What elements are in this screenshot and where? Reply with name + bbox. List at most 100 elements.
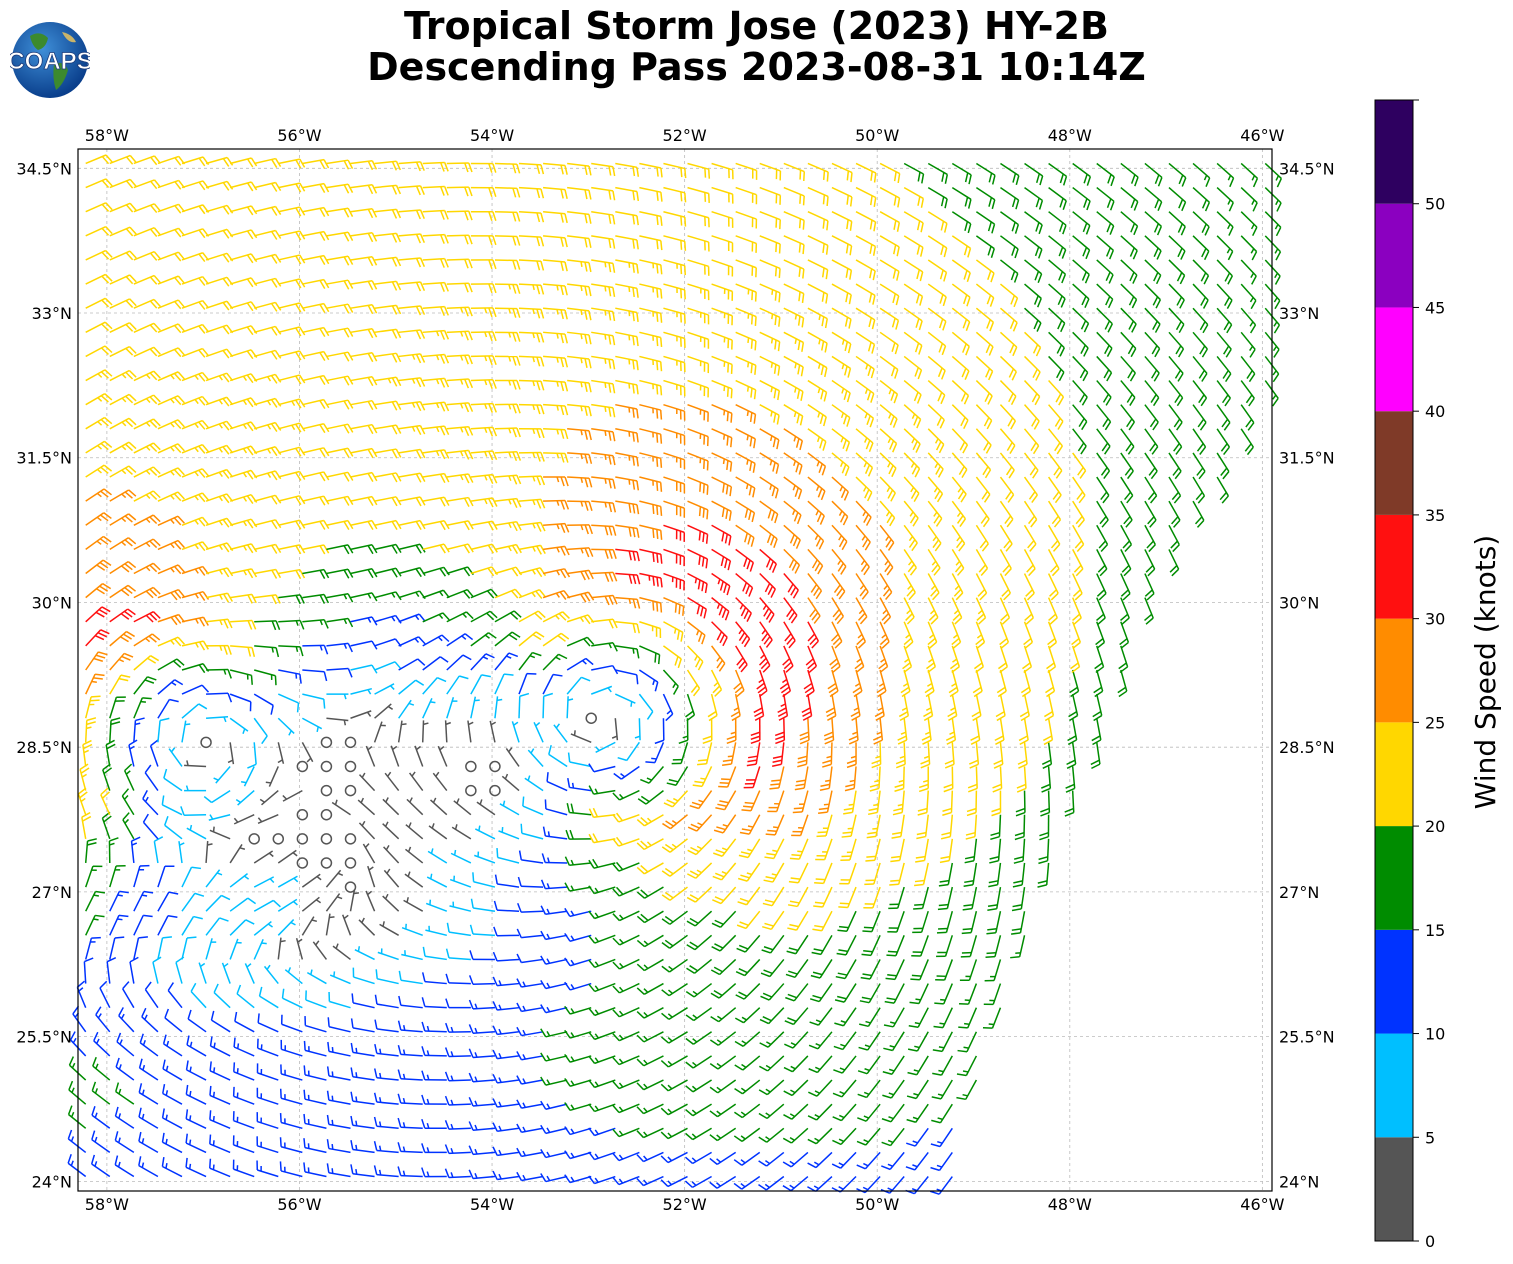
barb-half-feather bbox=[646, 777, 653, 781]
barb-staff bbox=[205, 917, 221, 936]
barb-feather bbox=[102, 582, 112, 590]
barb-half-feather bbox=[243, 570, 248, 576]
wind-barb bbox=[937, 886, 954, 911]
barb-feather bbox=[1120, 641, 1129, 649]
barb-half-feather bbox=[747, 825, 754, 828]
barb-feather bbox=[161, 1108, 165, 1119]
barb-feather bbox=[966, 811, 977, 817]
wind-barb bbox=[1023, 500, 1038, 528]
barb-feather bbox=[233, 1062, 236, 1072]
barb-feather bbox=[439, 656, 449, 663]
barb-feather bbox=[540, 879, 546, 889]
wind-barb bbox=[350, 568, 378, 579]
barb-half-feather bbox=[259, 798, 265, 803]
wind-barb bbox=[636, 814, 664, 827]
barb-feather bbox=[784, 633, 792, 642]
wind-barb bbox=[999, 549, 1012, 577]
barb-feather bbox=[899, 715, 909, 722]
barb-feather bbox=[511, 567, 519, 577]
wind-barb bbox=[975, 573, 988, 601]
barb-feather bbox=[814, 901, 825, 905]
wind-barb bbox=[662, 814, 688, 830]
barb-feather bbox=[161, 1132, 165, 1143]
wind-barb bbox=[229, 543, 258, 554]
barb-feather bbox=[295, 496, 302, 506]
barb-feather bbox=[92, 1056, 97, 1067]
barb-feather bbox=[439, 521, 446, 531]
barb-staff bbox=[236, 993, 255, 1009]
barb-half-feather bbox=[355, 1120, 358, 1126]
barb-half-feather bbox=[651, 757, 657, 760]
barb-feather bbox=[894, 783, 904, 788]
wind-barb bbox=[888, 886, 905, 910]
barb-feather bbox=[770, 536, 775, 546]
barb-feather bbox=[1147, 568, 1156, 577]
wind-barb bbox=[518, 610, 546, 623]
barb-half-feather bbox=[671, 820, 678, 825]
barb-feather bbox=[640, 795, 650, 803]
barb-feather bbox=[758, 1112, 768, 1120]
wind-barb bbox=[1119, 621, 1130, 649]
barb-half-feather bbox=[862, 486, 867, 492]
barb-half-feather bbox=[522, 1005, 527, 1012]
barb-feather bbox=[811, 640, 819, 649]
barb-feather bbox=[708, 714, 718, 722]
wind-barb bbox=[591, 524, 617, 536]
barb-feather bbox=[588, 547, 594, 557]
barb-half-feather bbox=[667, 1156, 673, 1162]
wind-barb bbox=[903, 621, 914, 649]
barb-half-feather bbox=[792, 485, 796, 491]
barb-staff bbox=[422, 677, 438, 695]
barb-feather bbox=[863, 566, 870, 576]
barb-feather bbox=[758, 690, 768, 698]
barb-feather bbox=[897, 739, 908, 745]
barb-feather bbox=[1078, 494, 1086, 504]
barb-feather bbox=[101, 791, 110, 799]
barb-half-feather bbox=[580, 501, 584, 507]
wind-barb bbox=[989, 838, 1002, 864]
wind-barb bbox=[812, 910, 833, 932]
wind-barb bbox=[426, 873, 448, 888]
barb-feather bbox=[690, 823, 700, 829]
barb-half-feather bbox=[343, 618, 348, 625]
barb-half-feather bbox=[426, 1122, 430, 1129]
barb-feather bbox=[830, 662, 839, 670]
barb-feather bbox=[1194, 516, 1203, 525]
barb-staff bbox=[374, 661, 396, 671]
wind-barb bbox=[256, 1112, 279, 1130]
barb-feather bbox=[764, 856, 774, 860]
barb-feather bbox=[636, 987, 645, 995]
wind-barb bbox=[878, 645, 889, 674]
barb-feather bbox=[864, 541, 871, 551]
barb-feather bbox=[120, 636, 129, 643]
wind-barb bbox=[612, 934, 640, 946]
barb-feather bbox=[439, 473, 446, 484]
wind-barb bbox=[959, 983, 978, 1005]
barb-feather bbox=[668, 778, 679, 783]
wind-barb bbox=[895, 742, 906, 769]
barb-feather bbox=[1070, 690, 1079, 698]
barb-feather bbox=[890, 859, 900, 863]
barb-feather bbox=[612, 572, 618, 582]
wind-barb bbox=[350, 616, 378, 626]
barb-feather bbox=[1018, 735, 1028, 742]
barb-feather bbox=[927, 637, 936, 646]
barb-feather bbox=[957, 1049, 968, 1053]
barb-feather bbox=[762, 925, 772, 931]
wind-barb bbox=[210, 1010, 231, 1033]
wind-barb bbox=[787, 910, 809, 931]
wind-barb bbox=[930, 1151, 953, 1172]
wind-barb bbox=[186, 824, 207, 840]
wind-barb bbox=[257, 1013, 279, 1033]
barb-feather bbox=[1007, 494, 1015, 503]
wind-barb bbox=[566, 696, 574, 719]
wind-barb bbox=[959, 959, 978, 982]
wind-barb bbox=[205, 894, 231, 912]
barb-feather bbox=[788, 611, 796, 621]
barb-half-feather bbox=[432, 797, 437, 803]
barb-feather bbox=[1024, 613, 1033, 622]
wind-barb bbox=[494, 610, 522, 623]
barb-feather bbox=[279, 1112, 282, 1123]
barb-feather bbox=[1146, 593, 1155, 601]
barb-staff bbox=[615, 669, 637, 676]
